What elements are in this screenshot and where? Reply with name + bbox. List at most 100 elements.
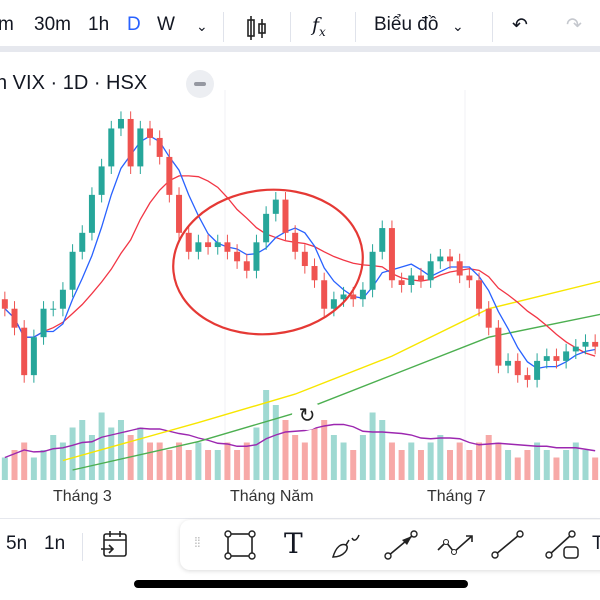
text-tool-icon[interactable]: T [284,527,303,560]
volume-bar [234,450,241,480]
volume-bar [388,442,395,480]
volume-bar [350,450,357,480]
divider [290,12,291,42]
drawing-toolbar: ⁞⁞ T T [180,520,600,570]
partial-tool[interactable]: T [592,533,600,554]
interval-30m[interactable]: 30m [34,14,71,35]
candle-body [234,251,241,262]
volume-bar [321,420,328,480]
volume-bar [176,442,183,480]
volume-bar [398,450,405,480]
rectangle-tool-icon[interactable] [224,530,258,560]
candle-body [1,299,8,309]
candle-body [543,356,550,361]
volume-bar [253,427,260,480]
divider [0,518,600,519]
volume-bar [88,435,95,480]
candle-body [427,261,434,281]
candle-body [156,137,163,157]
blue-ma-line [4,135,596,370]
candle-body [340,294,347,300]
candle-body [185,232,192,252]
drag-handle-icon[interactable]: ⁞⁞ [194,534,201,550]
brush-tool-icon[interactable] [330,530,366,560]
interval-d[interactable]: D [127,14,141,35]
candles-icon[interactable] [246,14,268,44]
volume-bar [340,442,347,480]
candle-body [505,360,512,366]
candle-body [408,275,415,285]
candle-body [243,261,250,271]
volume-bar [21,442,28,480]
candle-body [282,199,289,233]
candle-body [466,275,473,281]
range-5n[interactable]: 5n [6,533,28,554]
volume-bar [311,427,318,480]
candle-body [398,280,405,285]
candle-body [485,308,492,328]
volume-bar [524,450,531,480]
collapse-legend-button[interactable] [186,70,214,98]
volume-bar [417,450,424,480]
undo-icon[interactable]: ↶ [512,15,528,36]
volume-bar [214,450,221,480]
range-1n[interactable]: 1n [44,533,66,554]
volume-bar [156,442,163,480]
candle-body [563,351,570,361]
chevron-down-icon[interactable]: ⌄ [196,18,208,34]
candle-body [147,128,153,138]
green-ma-line [72,313,600,471]
path-tool-icon[interactable] [436,530,476,560]
candle-body [127,118,134,167]
volume-bar [379,420,386,480]
volume-bar [369,412,376,480]
chart-type-dropdown[interactable]: Biểu đồ [374,14,439,35]
interval-w[interactable]: W [157,14,175,35]
interval-1h[interactable]: 1h [88,14,110,35]
volume-bar [572,442,579,480]
candle-body [359,289,366,300]
candle-body [437,256,444,262]
price-chart[interactable] [0,90,600,480]
candle-body [195,242,202,252]
go-to-date-icon[interactable] [100,528,130,560]
volume-bar [495,442,502,480]
candle-body [292,232,299,252]
candle-body [117,118,124,129]
trend-line-tool-icon[interactable] [490,530,526,560]
volume-bar [30,457,37,480]
volume-bar [447,450,453,480]
candle-body [50,308,57,310]
candle-body [330,299,337,309]
candle-body [88,194,95,233]
volume-bar [1,457,8,480]
interval-m[interactable]: m [0,14,14,35]
x-axis-label: Tháng Năm [230,488,314,505]
volume-bar [514,457,521,480]
candle-body [456,261,463,276]
volume-bar [59,442,66,480]
arrow-tool-icon[interactable] [384,530,420,560]
candle-body [524,375,531,380]
chevron-down-icon[interactable]: ⌄ [452,18,464,34]
candle-body [69,251,76,290]
volume-bar [563,450,570,480]
drawn-circle-annotation [172,188,364,336]
volume-bar [330,435,337,480]
volume-bar [485,435,492,480]
candle-body [301,251,308,267]
volume-bar [476,442,483,480]
reset-chart-button[interactable]: ↻ [292,400,322,430]
indicators-fx-icon[interactable]: fx [312,14,326,39]
candle-body [166,156,173,195]
volume-bar [437,435,444,480]
volume-bar [147,442,153,480]
candle-body [40,308,47,338]
volume-bar [50,435,57,480]
redo-icon[interactable]: ↷ [566,15,582,36]
long-position-tool-icon[interactable] [544,530,582,560]
volume-bar [40,450,47,480]
candle-body [214,242,221,248]
volume-bar [292,435,299,480]
top-toolbar: m 30m 1h D W ⌄ fx Biểu đồ ⌄ ↶ ↷ [0,0,600,52]
